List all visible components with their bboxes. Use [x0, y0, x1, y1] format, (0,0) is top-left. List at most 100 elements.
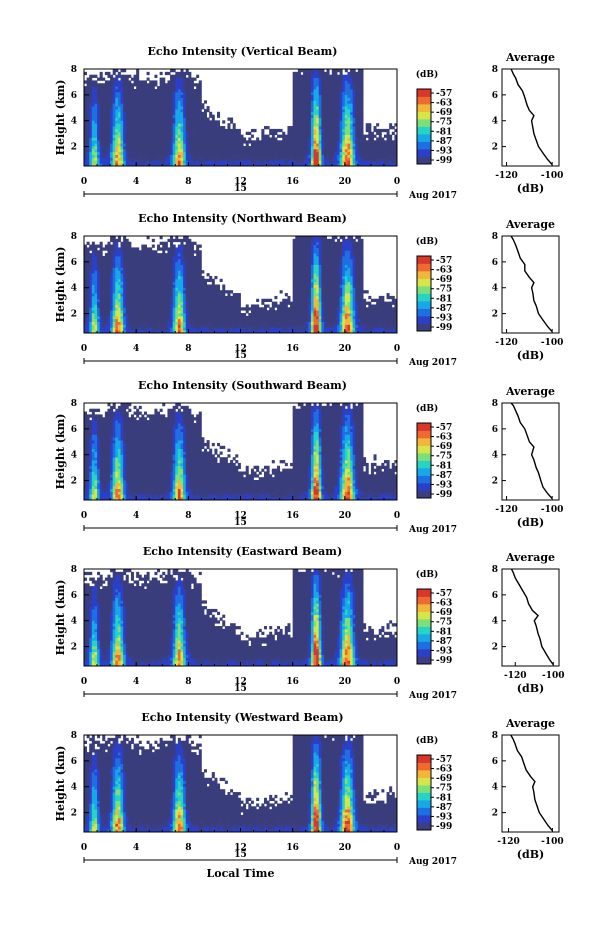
- heatmap-cell: [352, 143, 356, 147]
- heatmap-cell: [297, 126, 301, 130]
- heatmap-cell: [125, 94, 129, 98]
- heatmap-cell: [154, 324, 158, 328]
- heatmap-cell: [214, 126, 218, 130]
- heatmap-cell: [115, 146, 119, 150]
- heatmap-cell: [141, 315, 145, 320]
- heatmap-cell: [258, 143, 262, 147]
- heatmap-cell: [196, 284, 200, 288]
- heatmap-cell: [84, 298, 88, 303]
- heatmap-cell: [383, 143, 387, 147]
- heatmap-cell: [157, 143, 161, 147]
- heatmap-cell: [261, 327, 265, 331]
- heatmap-cell: [141, 157, 145, 161]
- heatmap-cell: [389, 160, 393, 164]
- heatmap-cell: [292, 287, 296, 291]
- heatmap-cell: [177, 307, 181, 311]
- heatmap-cell: [91, 143, 95, 147]
- heatmap-cell: [102, 324, 106, 328]
- heatmap-cell: [357, 134, 361, 138]
- heatmap-cell: [177, 120, 181, 124]
- heatmap-cell: [154, 267, 158, 271]
- heatmap-cell: [188, 293, 192, 297]
- heatmap-cell: [149, 100, 153, 104]
- heatmap-cell: [274, 128, 278, 133]
- heatmap-cell: [188, 281, 192, 285]
- heatmap-cell: [295, 287, 299, 291]
- heatmap-cell: [253, 146, 257, 150]
- heatmap-cell: [151, 287, 155, 291]
- heatmap-cell: [217, 131, 221, 136]
- heatmap-cell: [117, 275, 121, 280]
- heatmap-cell: [303, 131, 307, 136]
- heatmap-cell: [130, 151, 134, 155]
- heatmap-cell: [300, 128, 304, 133]
- heatmap-cell: [162, 315, 166, 320]
- heatmap-cell: [227, 117, 231, 121]
- heatmap-cell: [133, 154, 137, 158]
- heatmap-cell: [389, 154, 393, 158]
- heatmap-cell: [94, 114, 98, 118]
- heatmap-cell: [363, 148, 367, 153]
- heatmap-cell: [130, 137, 134, 141]
- heatmap-cell: [290, 324, 294, 328]
- heatmap-cell: [263, 304, 267, 308]
- heatmap-cell: [190, 301, 194, 305]
- heatmap-cell: [120, 258, 124, 263]
- heatmap-cell: [217, 154, 221, 158]
- heatmap-cell: [107, 307, 111, 311]
- heatmap-cell: [323, 103, 327, 107]
- heatmap-cell: [201, 270, 205, 274]
- heatmap-cell: [203, 321, 207, 325]
- heatmap-cell: [136, 250, 140, 254]
- heatmap-cell: [323, 160, 327, 164]
- heatmap-cell: [206, 143, 210, 147]
- heatmap-cell: [123, 293, 127, 297]
- heatmap-cell: [84, 290, 88, 294]
- heatmap-cell: [162, 134, 166, 138]
- heatmap-cell: [175, 236, 179, 240]
- heatmap-cell: [125, 313, 129, 317]
- heatmap-cell: [339, 114, 343, 118]
- heatmap-cell: [292, 131, 296, 136]
- heatmap-cell: [263, 137, 267, 141]
- heatmap-cell: [292, 74, 296, 78]
- heatmap-cell: [154, 154, 158, 158]
- heatmap-cell: [102, 100, 106, 104]
- heatmap-cell: [146, 267, 150, 271]
- heatmap-cell: [141, 131, 145, 136]
- heatmap-cell: [363, 151, 367, 155]
- heatmap-cell: [196, 163, 200, 167]
- heatmap-cell: [222, 137, 226, 141]
- heatmap-cell: [123, 295, 127, 300]
- heatmap-cell: [193, 301, 197, 305]
- heatmap-cell: [326, 108, 330, 113]
- heatmap-cell: [99, 160, 103, 164]
- heatmap-cell: [185, 304, 189, 308]
- heatmap-cell: [217, 321, 221, 325]
- heatmap-cell: [183, 100, 187, 104]
- heatmap-cell: [104, 310, 108, 314]
- heatmap-cell: [167, 91, 171, 96]
- heatmap-cell: [133, 117, 137, 121]
- heatmap-cell: [261, 324, 265, 328]
- heatmap-cell: [185, 83, 189, 87]
- heatmap-cell: [334, 74, 338, 78]
- heatmap-cell: [162, 273, 166, 277]
- heatmap-cell: [123, 134, 127, 138]
- heatmap-cell: [256, 154, 260, 158]
- heatmap-cell: [162, 298, 166, 303]
- heatmap-cell: [232, 324, 236, 328]
- heatmap-cell: [130, 307, 134, 311]
- heatmap-cell: [154, 140, 158, 144]
- heatmap-cell: [334, 148, 338, 153]
- heatmap-cell: [180, 69, 184, 73]
- heatmap-cell: [146, 318, 150, 322]
- heatmap-cell: [222, 298, 226, 303]
- heatmap-cell: [86, 163, 90, 167]
- heatmap-cell: [149, 160, 153, 164]
- heatmap-cell: [284, 315, 288, 320]
- heatmap-cell: [170, 284, 174, 288]
- heatmap-cell: [258, 324, 262, 328]
- heatmap-cell: [316, 120, 320, 124]
- colorbar-tick-label: -69: [436, 108, 452, 118]
